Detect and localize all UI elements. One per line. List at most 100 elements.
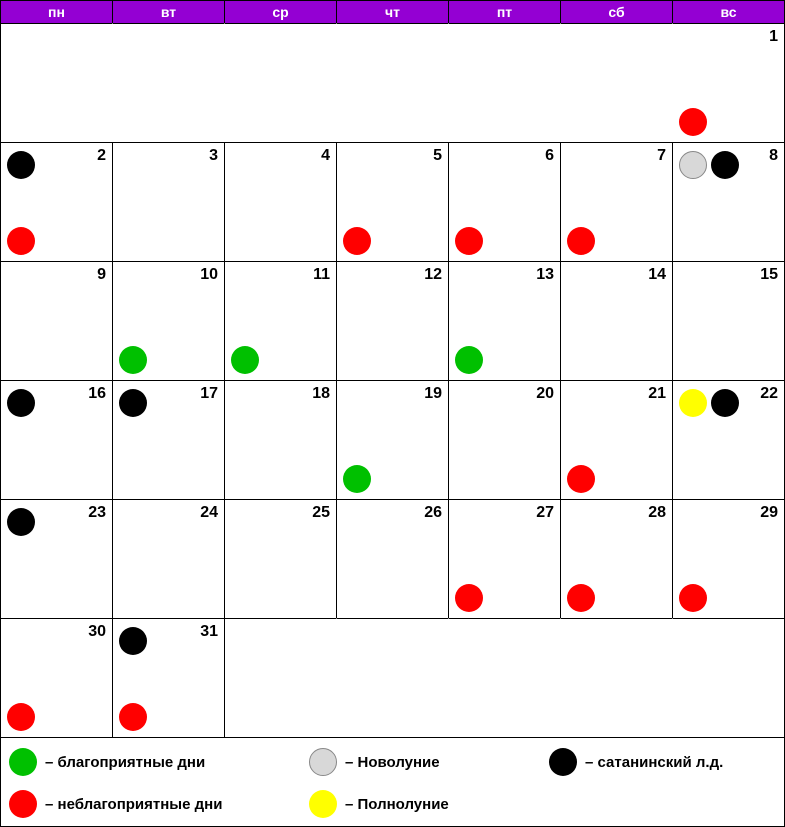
empty-cell — [449, 23, 561, 142]
legend-item-unfavorable: – неблагоприятные дни — [9, 790, 309, 818]
unfavorable-marker-icon — [567, 584, 595, 612]
day-cell: 3 — [113, 142, 225, 261]
day-number: 1 — [769, 28, 778, 46]
week-row: 9 10 11 12 13 14 15 — [1, 261, 784, 380]
week-row: 2 3 4 5 6 7 8 — [1, 142, 784, 261]
legend-label: – благоприятные дни — [45, 754, 205, 771]
day-cell: 10 — [113, 261, 225, 380]
legend-label: – Полнолуние — [345, 796, 449, 813]
day-number: 17 — [200, 385, 218, 403]
day-cell: 16 — [1, 380, 113, 499]
legend-item-fullmoon: – Полнолуние — [309, 790, 549, 818]
empty-cell — [673, 618, 784, 737]
day-number: 19 — [424, 385, 442, 403]
satanic-marker-icon — [7, 151, 35, 179]
day-number: 22 — [760, 385, 778, 403]
day-number: 30 — [88, 623, 106, 641]
day-number: 18 — [312, 385, 330, 403]
unfavorable-marker-icon — [567, 465, 595, 493]
day-cell: 24 — [113, 499, 225, 618]
day-cell: 17 — [113, 380, 225, 499]
newmoon-marker-icon — [679, 151, 707, 179]
day-cell: 27 — [449, 499, 561, 618]
weekday-header-row: пн вт ср чт пт сб вс — [1, 1, 784, 23]
favorable-marker-icon — [119, 346, 147, 374]
empty-cell — [449, 618, 561, 737]
day-number: 13 — [536, 266, 554, 284]
weekday-header: пн — [1, 1, 113, 23]
day-number: 29 — [760, 504, 778, 522]
satanic-marker-icon — [711, 389, 739, 417]
day-number: 24 — [200, 504, 218, 522]
day-number: 31 — [200, 623, 218, 641]
legend-dot-unfavorable-icon — [9, 790, 37, 818]
legend-dot-fullmoon-icon — [309, 790, 337, 818]
unfavorable-marker-icon — [7, 703, 35, 731]
weekday-header: чт — [337, 1, 449, 23]
day-cell: 11 — [225, 261, 337, 380]
day-number: 9 — [97, 266, 106, 284]
day-number: 6 — [545, 147, 554, 165]
day-number: 2 — [97, 147, 106, 165]
satanic-marker-icon — [7, 508, 35, 536]
empty-cell — [225, 23, 337, 142]
day-cell: 31 — [113, 618, 225, 737]
day-cell: 18 — [225, 380, 337, 499]
unfavorable-marker-icon — [455, 227, 483, 255]
week-row: 16 17 18 19 20 21 22 — [1, 380, 784, 499]
day-number: 7 — [657, 147, 666, 165]
legend-item-newmoon: – Новолуние — [309, 748, 549, 776]
unfavorable-marker-icon — [679, 108, 707, 136]
weekday-header: вс — [673, 1, 784, 23]
day-number: 15 — [760, 266, 778, 284]
day-number: 25 — [312, 504, 330, 522]
empty-cell — [1, 23, 113, 142]
day-number: 21 — [648, 385, 666, 403]
day-number: 23 — [88, 504, 106, 522]
day-number: 28 — [648, 504, 666, 522]
day-number: 10 — [200, 266, 218, 284]
day-number: 20 — [536, 385, 554, 403]
legend-label: – Новолуние — [345, 754, 440, 771]
day-cell: 22 — [673, 380, 784, 499]
weekday-header: пт — [449, 1, 561, 23]
day-cell: 7 — [561, 142, 673, 261]
day-cell: 28 — [561, 499, 673, 618]
legend-item-satanic: – сатанинский л.д. — [549, 748, 723, 776]
day-number: 8 — [769, 147, 778, 165]
day-cell: 4 — [225, 142, 337, 261]
favorable-marker-icon — [231, 346, 259, 374]
day-number: 14 — [648, 266, 666, 284]
empty-cell — [337, 23, 449, 142]
day-cell: 26 — [337, 499, 449, 618]
empty-cell — [337, 618, 449, 737]
favorable-marker-icon — [343, 465, 371, 493]
day-number: 5 — [433, 147, 442, 165]
empty-cell — [561, 23, 673, 142]
empty-cell — [561, 618, 673, 737]
empty-cell — [113, 23, 225, 142]
legend-label: – сатанинский л.д. — [585, 754, 723, 771]
satanic-marker-icon — [119, 389, 147, 417]
satanic-marker-icon — [119, 627, 147, 655]
day-cell: 2 — [1, 142, 113, 261]
favorable-marker-icon — [455, 346, 483, 374]
day-cell: 20 — [449, 380, 561, 499]
day-number: 12 — [424, 266, 442, 284]
day-cell: 6 — [449, 142, 561, 261]
day-cell: 29 — [673, 499, 784, 618]
day-cell: 21 — [561, 380, 673, 499]
day-cell: 9 — [1, 261, 113, 380]
unfavorable-marker-icon — [343, 227, 371, 255]
weekday-header: сб — [561, 1, 673, 23]
day-cell: 30 — [1, 618, 113, 737]
day-number: 4 — [321, 147, 330, 165]
day-cell: 13 — [449, 261, 561, 380]
unfavorable-marker-icon — [119, 703, 147, 731]
day-cell: 1 — [673, 23, 784, 142]
day-number: 16 — [88, 385, 106, 403]
weekday-header: вт — [113, 1, 225, 23]
satanic-marker-icon — [7, 389, 35, 417]
day-number: 3 — [209, 147, 218, 165]
day-cell: 8 — [673, 142, 784, 261]
